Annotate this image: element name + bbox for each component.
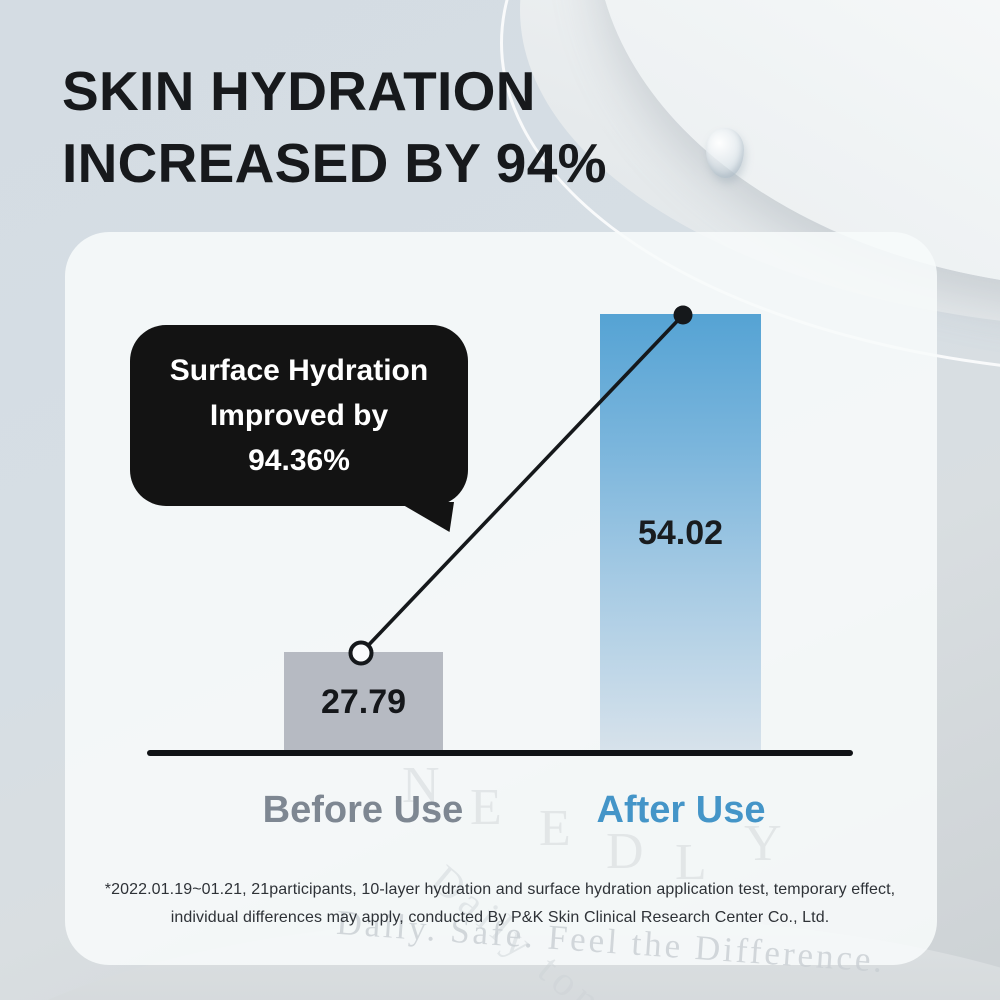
x-axis-line (147, 750, 853, 756)
water-droplet-icon (706, 128, 744, 178)
bar-after-value: 54.02 (637, 513, 724, 552)
bar-before-value: 27.79 (320, 682, 407, 721)
watermark-brand-letter: E (539, 800, 571, 857)
page-title-line2: INCREASED BY 94% (62, 132, 607, 195)
watermark-brand-letter: N (402, 757, 440, 814)
callout-bubble: Surface Hydration Improved by 94.36% (130, 325, 468, 506)
page-title-line1: SKIN HYDRATION (62, 60, 536, 122)
footnote: *2022.01.19~01.21, 21participants, 10-la… (85, 876, 915, 931)
callout-line1: Surface Hydration (169, 354, 429, 387)
bar-before-use: 27.79 (284, 652, 443, 752)
x-label-after-use: After Use (596, 789, 766, 831)
bar-after-use: 54.02 (600, 314, 761, 752)
footnote-line1: *2022.01.19~01.21, 21participants, 10-la… (104, 881, 896, 898)
watermark-brand-letter: L (675, 834, 707, 891)
page-title: SKIN HYDRATION INCREASED BY 94% (62, 55, 607, 199)
watermark-brand-letter: Y (744, 815, 782, 872)
watermark-brand-letter: E (470, 779, 502, 836)
callout-line2: Improved by (209, 399, 389, 432)
x-label-before-use: Before Use (262, 789, 464, 831)
callout-line3: 94.36% (248, 444, 350, 477)
footnote-line2: individual differences may apply, conduc… (170, 908, 830, 926)
watermark-brand-letter: D (606, 823, 644, 880)
